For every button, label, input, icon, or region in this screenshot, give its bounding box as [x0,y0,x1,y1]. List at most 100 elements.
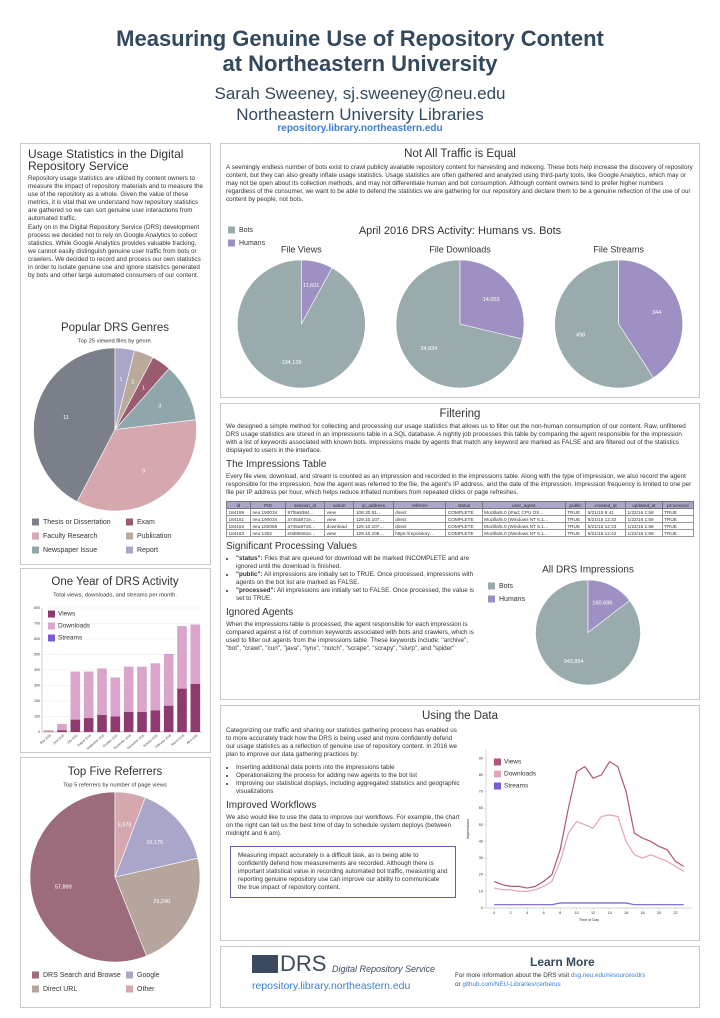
slice-label: 11 [63,415,69,421]
bullet: Inserting additional data points into th… [236,764,462,772]
section-title: Filtering [439,408,481,420]
table-cell: 1/22/16 1:58 [625,508,663,516]
chart-title: Top Five Referrers [68,766,163,778]
legend-label: Direct URL [43,986,77,993]
legend-label: DRS Search and Browse [43,972,121,979]
paragraph: A seemingly endless number of bots exist… [226,164,693,203]
callout: Measuring impact accurately is a difficu… [230,846,456,898]
link[interactable]: github.com/NEU-Libraries/cerberus [462,981,561,988]
impressions-chart: All DRS Impressions 943,854 160,686 Bots Hum… [488,565,641,686]
y-tick-label: 80 [479,773,483,777]
table-cell: TRUE [661,529,694,537]
table-cell: 108.20.51… [353,508,394,516]
traffic-section: Not All Traffic is Equal A seemingly end… [226,148,694,204]
y-tick-label: 90 [479,756,483,760]
legend-label: Humans [499,596,526,603]
bar-segment [43,730,54,732]
x-tick-label: 2 [510,911,512,915]
line-series [494,902,684,906]
y-tick-label: 70 [479,790,483,794]
pie-title: File Views [281,244,322,254]
pie-slice [535,579,641,686]
legend-swatch [48,634,55,642]
table-cell: 184162 [226,522,251,530]
table-cell: view [324,508,355,516]
legend-label: Faculty Research [43,533,98,540]
legend-label: Streams [504,783,529,790]
bullet-text: Files that are queued for download will … [236,555,470,570]
y-tick-label: 800 [34,606,40,610]
using-section: Using the Data Categorizing our traffic … [226,710,498,898]
table-cell: TRUE [661,522,694,530]
bar-segment [70,719,81,732]
panel [220,946,700,1008]
legend-swatch [126,985,133,993]
table-cell: TRUE [661,515,694,523]
y-tick-label: 30 [479,856,483,860]
table-cell: COMPLETE [445,508,483,516]
bullet: "processed": All impressions are initial… [236,587,476,603]
table-cell: COMPLETE [445,529,483,537]
link[interactable]: dsg.neu.edu/resources/drs [570,972,646,979]
x-tick-label: 10 [575,911,579,915]
legend-label: Bots [239,227,254,234]
learn-more-title: Learn More [530,955,595,969]
slice-label: 160,686 [592,601,612,607]
pie-slice [554,259,654,389]
x-tick-label: March 2016 [170,733,185,746]
table-row: 184162 neu:182056 a745a8715… download 129.10… [226,522,694,530]
bullet: "public": All impressions are initially … [236,571,476,587]
table-cell: neu:190034 [249,515,286,523]
bar-segment [110,677,121,717]
title: Measuring Genuine Use of Repository Cont… [0,26,720,76]
table-cell: 1/22/16 1:58 [625,515,663,523]
paragraph: Every file view, download, and stream is… [226,473,692,496]
section-title: Not All Traffic is Equal [404,148,516,160]
legend-swatch [126,518,133,526]
bullet: Improving our statistical displays, incl… [236,780,462,796]
learn-more-text: For more information about the DRS visit [455,972,570,979]
table-cell: download [324,522,355,530]
legend-label: Newspaper Issue [43,547,97,554]
bar-segment [97,714,107,732]
table-wrap: id PID session_id action ip_address referrer s… [226,501,694,537]
title-line: at Northeastern University [222,51,498,76]
pie-slice [114,797,199,878]
chart-title: April 2016 DRS Activity: Humans vs. Bots [359,225,562,237]
legend-swatch [488,595,495,603]
paragraph: Repository usage statistics are utilized… [28,175,203,222]
x-tick-label: 22 [673,911,677,915]
table-cell: direct [392,515,447,523]
table-row: 184163 neu:1302 e0d85e81e… view 129.10.106… h… [226,529,694,537]
service-name: Digital Repository Service [332,964,436,974]
bullet-list: Inserting additional data points into th… [226,764,462,796]
legend-label: Views [504,759,522,766]
pie-slice [114,791,146,878]
pie-slice [618,259,683,379]
pie-slice [29,791,147,963]
pie-slice [395,259,523,389]
slice-label: 498 [576,333,585,339]
paragraph: When the impressions table is processed,… [226,621,474,652]
bar-segment [137,711,147,732]
table-cell: 5/21/15 9:41 [585,508,627,516]
table-cell: a745a871e… [284,515,326,523]
column-header: session_id [284,501,326,509]
header-url[interactable]: repository.library.northeastern.edu [277,123,443,134]
subheading: Significant Processing Values [226,541,357,552]
chart-title: One Year of DRS Activity [51,576,178,588]
x-tick-label: 18 [640,911,644,915]
footer-url[interactable]: repository.library.northeastern.edu [252,980,411,992]
pie-slice [114,347,135,430]
filtering-section: Filtering We designed a simple method fo… [226,408,694,653]
legend-swatch [494,782,501,790]
chart-title: Popular DRS Genres [61,322,169,334]
table-cell: view [324,529,355,537]
x-tick-label: 16 [624,911,628,915]
chart-subtitle: Total views, downloads, and streams per … [53,593,177,599]
title-line: Measuring Genuine Use of Repository Cont… [116,26,604,51]
section-body: Repository usage statistics are utilized… [28,175,204,280]
column-header: public [564,501,587,509]
slice-label: 14,053 [483,297,500,303]
table-row: 184161 neu:190034 a745a871e… view 129.10.107… [226,515,694,523]
